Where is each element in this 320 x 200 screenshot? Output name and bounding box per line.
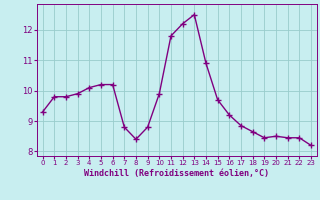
X-axis label: Windchill (Refroidissement éolien,°C): Windchill (Refroidissement éolien,°C) — [84, 169, 269, 178]
